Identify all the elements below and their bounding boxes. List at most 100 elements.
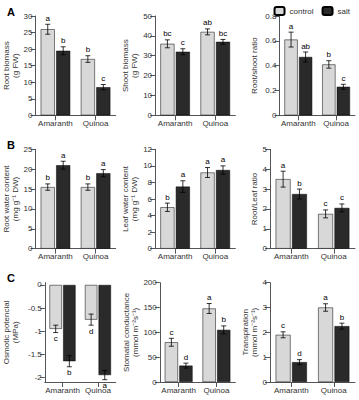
svg-text:1: 1: [263, 353, 268, 362]
svg-text:b: b: [221, 315, 226, 324]
svg-text:20: 20: [23, 45, 32, 54]
svg-text:salt: salt: [338, 7, 351, 16]
svg-text:5: 5: [28, 224, 33, 233]
svg-text:-2: -2: [35, 373, 43, 382]
svg-text:30: 30: [23, 12, 32, 21]
svg-text:2: 2: [148, 228, 153, 237]
svg-text:b: b: [67, 368, 72, 377]
svg-text:a: a: [46, 14, 51, 23]
svg-text:0: 0: [28, 111, 33, 120]
svg-text:c: c: [101, 74, 105, 83]
svg-text:0: 0: [148, 111, 153, 120]
svg-text:2: 2: [263, 204, 268, 213]
svg-text:Amaranth: Amaranth: [38, 252, 73, 261]
svg-text:(g FW): (g FW): [130, 53, 139, 78]
svg-text:(mmol m⁻²s⁻¹): (mmol m⁻²s⁻¹): [131, 307, 140, 356]
svg-text:15: 15: [23, 185, 32, 194]
svg-text:(mg g⁻¹ DW): (mg g⁻¹ DW): [11, 177, 20, 222]
svg-text:20: 20: [143, 71, 152, 80]
svg-text:(mmol m⁻²s⁻¹): (mmol m⁻²s⁻¹): [250, 307, 259, 356]
svg-text:c: c: [340, 193, 344, 202]
svg-text:4: 4: [148, 211, 153, 220]
svg-text:8: 8: [148, 178, 153, 187]
svg-text:Root biomass: Root biomass: [2, 41, 11, 90]
svg-text:10: 10: [23, 204, 32, 213]
svg-text:b: b: [327, 50, 332, 59]
svg-text:(MPa): (MPa): [11, 321, 20, 343]
svg-text:2: 2: [263, 328, 268, 337]
svg-text:200: 200: [143, 278, 157, 287]
svg-text:control: control: [290, 7, 314, 16]
svg-text:Transpiration: Transpiration: [241, 309, 250, 355]
svg-text:4: 4: [263, 278, 268, 287]
svg-text:Root/shoot ratio: Root/shoot ratio: [250, 37, 259, 94]
svg-text:Stomatal conductance: Stomatal conductance: [122, 292, 131, 372]
svg-text:b: b: [86, 45, 91, 54]
svg-text:a: a: [101, 159, 106, 168]
svg-text:A: A: [7, 6, 15, 18]
svg-text:3: 3: [263, 185, 268, 194]
svg-text:Amaranth: Amaranth: [45, 386, 80, 395]
svg-text:1: 1: [263, 224, 268, 233]
svg-text:b: b: [46, 173, 51, 182]
svg-text:a: a: [61, 151, 66, 160]
svg-text:Root/Leaf ratio: Root/Leaf ratio: [250, 172, 259, 225]
svg-text:-0.5: -0.5: [28, 304, 42, 313]
svg-text:a: a: [181, 170, 186, 179]
svg-text:c: c: [341, 74, 345, 83]
svg-text:0: 0: [263, 378, 268, 387]
svg-text:Quinoa: Quinoa: [83, 119, 109, 128]
svg-text:Shoot biomass: Shoot biomass: [121, 39, 130, 92]
svg-text:c: c: [324, 199, 328, 208]
svg-text:(g FW): (g FW): [11, 53, 20, 78]
svg-text:Quinoa: Quinoa: [204, 386, 230, 395]
svg-text:150: 150: [143, 303, 157, 312]
svg-text:0.6: 0.6: [265, 36, 277, 45]
svg-text:50: 50: [148, 353, 157, 362]
svg-text:0: 0: [37, 280, 42, 289]
svg-text:B: B: [7, 139, 15, 151]
svg-text:50: 50: [143, 12, 152, 21]
svg-text:12: 12: [143, 145, 152, 154]
svg-text:a: a: [221, 155, 226, 164]
svg-text:d: d: [89, 327, 93, 336]
svg-text:5: 5: [28, 94, 33, 103]
svg-text:d: d: [184, 353, 188, 362]
svg-text:Leaf water content: Leaf water content: [121, 165, 130, 232]
svg-text:ab: ab: [203, 18, 212, 27]
svg-text:d: d: [297, 349, 301, 358]
svg-text:Quinoa: Quinoa: [323, 119, 349, 128]
svg-text:bc: bc: [163, 29, 171, 38]
svg-text:4: 4: [263, 165, 268, 174]
svg-text:10: 10: [143, 91, 152, 100]
svg-text:ab: ab: [301, 42, 310, 51]
svg-text:a: a: [289, 22, 294, 31]
svg-text:a: a: [103, 381, 108, 390]
svg-text:a: a: [323, 293, 328, 302]
svg-text:25: 25: [23, 145, 32, 154]
svg-text:0: 0: [272, 111, 277, 120]
svg-text:b: b: [61, 36, 66, 45]
svg-text:3: 3: [263, 303, 268, 312]
svg-text:0.2: 0.2: [265, 86, 277, 95]
svg-text:40: 40: [143, 31, 152, 40]
svg-text:10: 10: [143, 161, 152, 170]
svg-text:Amaranth: Amaranth: [38, 119, 73, 128]
svg-text:c: c: [281, 321, 285, 330]
svg-text:Quinoa: Quinoa: [83, 252, 109, 261]
svg-text:0: 0: [148, 244, 153, 253]
svg-text:5: 5: [263, 145, 268, 154]
svg-text:Quinoa: Quinoa: [202, 252, 228, 261]
svg-text:C: C: [7, 272, 15, 284]
svg-text:Root water content: Root water content: [2, 165, 11, 233]
svg-text:Amaranth: Amaranth: [158, 119, 193, 128]
svg-text:0.4: 0.4: [265, 61, 277, 70]
svg-text:Amaranth: Amaranth: [161, 386, 196, 395]
svg-text:Quinoa: Quinoa: [202, 119, 228, 128]
svg-text:Amaranth: Amaranth: [274, 252, 309, 261]
svg-text:15: 15: [23, 61, 32, 70]
svg-text:Quinoa: Quinoa: [85, 386, 111, 395]
svg-text:0: 0: [28, 244, 33, 253]
svg-text:c: c: [54, 334, 58, 343]
svg-text:20: 20: [23, 165, 32, 174]
